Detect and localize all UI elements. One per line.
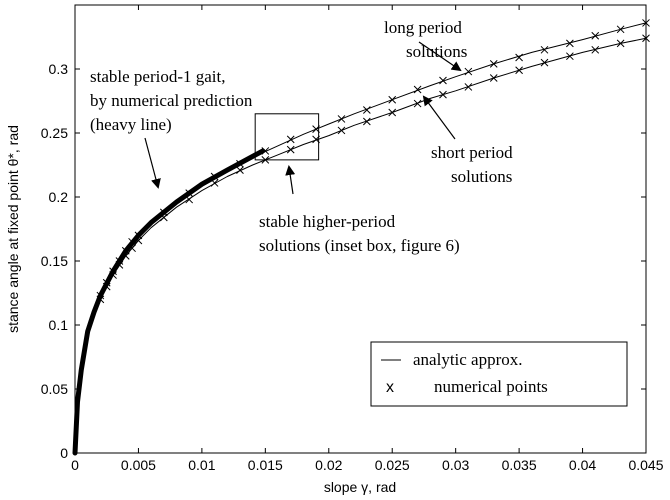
data-point-marker [540,58,549,67]
data-point-marker [96,295,105,304]
data-point-marker [337,115,346,123]
data-point-marker [642,34,650,43]
data-point-marker [566,52,574,61]
data-point-marker [439,90,447,99]
annotation-long-period-line1: long period [384,18,462,37]
y-tick-label: 0.2 [49,189,69,205]
data-point-marker [96,291,105,300]
data-point-marker [109,271,117,279]
data-point-marker [128,237,136,246]
x-tick-label: 0 [71,457,79,473]
data-point-marker [464,67,473,76]
data-point-marker [616,25,625,34]
x-tick-label: 0.045 [628,457,663,473]
data-point-marker [128,244,136,253]
data-point-marker [388,108,397,117]
data-point-marker [362,117,371,126]
data-point-marker [566,39,574,48]
data-point-marker [210,172,219,181]
legend-marker-label: numerical points [434,377,548,396]
data-point-marker [102,282,111,291]
data-point-marker [540,45,549,54]
data-point-marker [642,19,650,27]
data-point-marker [515,53,523,62]
data-point-marker [261,147,270,155]
legend-box [370,341,628,407]
data-point-marker [439,76,447,85]
legend-marker-swatch: x [386,379,394,396]
data-point-marker [337,126,346,135]
y-tick-label: 0.25 [41,125,68,141]
axis-ticks: 0 0.005 0.01 0.015 0.02 0.025 0.03 0.035 0.04 0.0… [41,5,664,473]
data-point-marker [121,252,130,260]
annotation-stable-gait-line2: by numerical prediction [90,91,253,110]
y-tick-label: 0.1 [49,317,69,333]
y-tick-label: 0.3 [49,61,69,77]
annotation-long-period-line2: solutions [406,42,467,61]
data-point-marker [115,257,124,265]
data-point-marker [515,66,523,75]
annotation-higher-period-line1: stable higher-period [259,212,396,231]
x-tick-label: 0.02 [315,457,342,473]
arrow-short-period [422,95,456,140]
y-tick-label: 0.15 [41,253,68,269]
data-point-marker [616,39,625,48]
x-tick-label: 0.01 [188,457,215,473]
arrow-higher-period [285,165,296,195]
data-point-marker [489,74,498,82]
data-point-marker [286,145,295,154]
y-axis-label: stance angle at fixed point θ*, rad [5,125,21,333]
data-point-marker [236,159,244,168]
data-point-marker [413,99,422,108]
data-point-marker [236,166,244,174]
data-point-marker [362,106,371,114]
data-point-marker [115,260,124,269]
data-point-marker [286,135,295,144]
annotation-short-period-line1: short period [431,143,513,162]
data-point-marker [489,60,498,68]
data-point-marker [102,278,111,287]
annotation-short-period-line2: solutions [451,167,512,186]
data-point-marker [591,31,600,40]
x-tick-label: 0.005 [121,457,156,473]
data-point-marker [591,45,600,54]
data-point-marker [413,85,422,94]
data-point-marker [134,236,143,245]
legend: analytic approx. x numerical points [370,341,628,407]
data-point-marker [388,95,397,104]
data-point-marker [210,179,219,187]
y-tick-label: 0.05 [41,381,68,397]
x-tick-label: 0.04 [569,457,596,473]
data-point-marker [185,189,194,198]
x-axis-label: slope γ, rad [324,479,396,495]
x-tick-label: 0.025 [375,457,410,473]
x-tick-label: 0.03 [442,457,469,473]
arrow-long-period [418,41,462,72]
data-point-marker [464,83,473,91]
annotation-stable-gait-line1: stable period-1 gait, [90,67,226,86]
data-point-marker [159,213,168,222]
annotation-higher-period-line2: solutions (inset box, figure 6) [259,236,460,255]
x-tick-label: 0.035 [502,457,537,473]
inset-box [254,113,320,161]
data-point-marker [185,195,194,204]
arrow-stable-gait [144,137,161,189]
data-point-marker [109,267,117,276]
annotation-stable-gait-line3: (heavy line) [90,115,172,134]
legend-line-label: analytic approx. [413,350,523,369]
y-tick-label: 0 [60,445,68,461]
x-tick-label: 0.015 [248,457,283,473]
